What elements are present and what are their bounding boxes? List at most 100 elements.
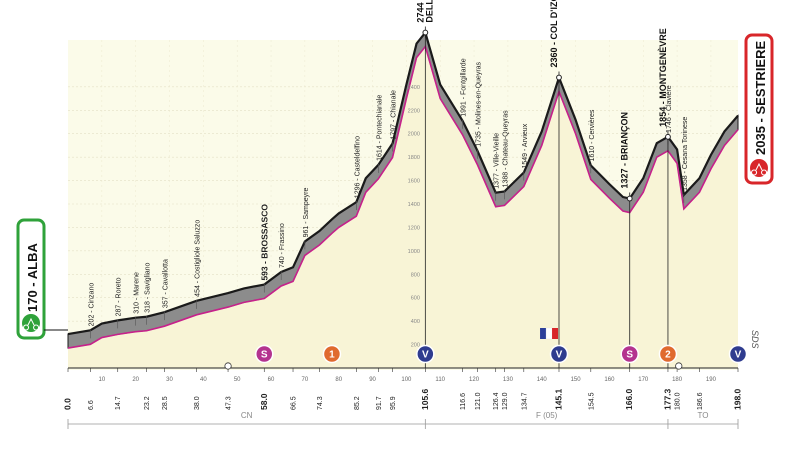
x-tick-label: 105.6: [420, 388, 430, 410]
summit-label-line1: 2360 - COL D'IZOARD: [549, 0, 559, 68]
x-tick-label: 38.0: [194, 396, 201, 410]
x-tick-minor-label: 120: [469, 377, 480, 383]
y-tick-label: 200: [411, 343, 420, 349]
km-marker-symbol: V: [735, 350, 742, 361]
region-label: F (05): [536, 411, 558, 420]
x-tick-minor-label: 30: [166, 377, 173, 383]
bike-icon-glyph: [23, 317, 40, 331]
y-tick-label: 1400: [408, 202, 420, 208]
x-tick-label: 186.6: [697, 392, 704, 410]
start-box: [16, 218, 46, 340]
summit-label-line2: DELL'AGNELLO: [424, 0, 434, 23]
place-label: 1358 - Cesana Torinese: [682, 117, 689, 191]
km-marker-kom: [658, 344, 678, 364]
x-tick-minor-label: 190: [706, 377, 717, 383]
flag-blue: [540, 328, 547, 339]
x-tick-label: 145.1: [553, 388, 563, 410]
x-tick-label: 23.2: [144, 396, 151, 410]
x-tick-label: 154.5: [588, 392, 595, 410]
x-tick-minor-label: 140: [537, 377, 548, 383]
flag-white: [545, 327, 553, 340]
summit-label: 1327 - BRIANÇON: [620, 112, 630, 189]
x-tick-minor-label: 60: [268, 377, 275, 383]
flag-red: [552, 328, 559, 339]
x-tick-label: 6.6: [88, 400, 95, 410]
x-tick-label: 180.0: [675, 392, 682, 410]
place-label: 593 - BROSSASCO: [259, 204, 269, 281]
x-tick-minor-label: 170: [638, 377, 649, 383]
x-tick-label: 126.4: [493, 392, 500, 410]
km-marker-kom-summit: [728, 344, 748, 364]
summit-dot: [556, 74, 562, 81]
km-marker-symbol: S: [626, 350, 633, 361]
x-tick-label: 85.2: [354, 396, 361, 410]
x-tick-minor-label: 100: [401, 377, 412, 383]
km-marker-symbol: V: [556, 350, 563, 361]
place-label: 357 - Cavallotta: [162, 259, 169, 308]
x-tick-minor-label: 70: [302, 377, 309, 383]
y-tick-label: 1600: [408, 179, 420, 185]
y-tick-label: 1200: [408, 225, 420, 231]
x-tick-label: 0.0: [63, 398, 73, 410]
x-tick-label: 28.5: [162, 396, 169, 410]
x-tick-minor-label: 20: [132, 377, 139, 383]
y-tick-label: 2000: [408, 132, 420, 138]
place-label: 740 - Frassino: [279, 223, 286, 268]
x-tick-minor-label: 90: [369, 377, 376, 383]
summit-dot: [665, 133, 671, 140]
start-label: 170 - ALBA: [25, 243, 40, 312]
bike-icon: [750, 159, 768, 177]
km-marker-kom: [322, 344, 342, 364]
place-label: 1991 - Fontgillarde: [461, 58, 468, 116]
km-marker-kom-summit: [416, 344, 435, 364]
y-tick-label: 2400: [408, 85, 420, 91]
x-tick-minor-label: 180: [672, 377, 683, 383]
y-tick-label: 800: [411, 272, 420, 278]
summit-label: 2744 - COLLEDELL'AGNELLO: [415, 0, 434, 23]
x-tick-label: 116.6: [460, 393, 467, 410]
x-tick-label: 47.3: [226, 396, 233, 410]
y-tick-label: 600: [411, 296, 420, 302]
place-label: 1797 - Chianale: [391, 90, 398, 140]
x-tick-minor-label: 50: [234, 377, 241, 383]
bike-icon-glyph: [751, 162, 768, 176]
x-tick-minor-label: 160: [604, 377, 615, 383]
km-marker-symbol: 2: [665, 350, 671, 361]
finish-label: 2035 - SESTRIERE: [753, 41, 768, 155]
summit-dot: [422, 29, 429, 36]
x-tick-minor-label: 80: [335, 377, 342, 383]
place-label: 1610 - Cervières: [589, 109, 596, 161]
x-tick-label: 14.7: [115, 396, 122, 410]
place-label: 1549 - Arvieux: [522, 123, 529, 168]
region-label: TO: [697, 411, 708, 420]
summit-label: 1854 - MONTGENÈVRE: [658, 28, 668, 127]
x-tick-label: 95.9: [390, 396, 397, 410]
x-tick-label: 74.3: [317, 396, 324, 410]
km-marker-kom-summit: [549, 344, 569, 364]
summit-label-line1: 2744 - COLLE: [415, 0, 425, 23]
profile: 200 400 600 800 1000 1200 1400 1600 1800 2000 2200…: [67, 30, 739, 369]
km-marker-sprint: [255, 344, 274, 364]
road-line: [67, 44, 739, 349]
feed-zone-icon: [675, 362, 683, 370]
x-tick-minor-label: 130: [503, 377, 514, 383]
place-label: 454 - Costigliole Saluzzo: [195, 220, 202, 297]
km-marker-sprint: [620, 344, 639, 364]
place-label: 961 - Sampeyre: [303, 188, 310, 238]
regions: CN F (05) TO: [67, 411, 739, 429]
place-label: 310 - Marene: [134, 272, 141, 314]
region-label: CN: [241, 411, 253, 420]
x-tick-minor-label: 10: [98, 377, 105, 383]
place-label: 1388 - Chateau-Queyras: [503, 110, 510, 188]
km-marker-symbol: V: [422, 350, 429, 361]
place-labels: 202 - Cinzano 287 - Roreto 310 - Marene 318…: [88, 58, 689, 339]
sponsor-mark: SDS: [750, 330, 760, 349]
finish-badge: 2035 - SESTRIERE: [744, 33, 774, 185]
place-label: 318 - Savigliano: [145, 262, 152, 312]
x-tick-label: 134.7: [521, 392, 528, 410]
bike-icon: [22, 314, 40, 332]
y-tick-label: 2200: [408, 108, 420, 114]
y-tick-label: 1000: [408, 249, 420, 255]
